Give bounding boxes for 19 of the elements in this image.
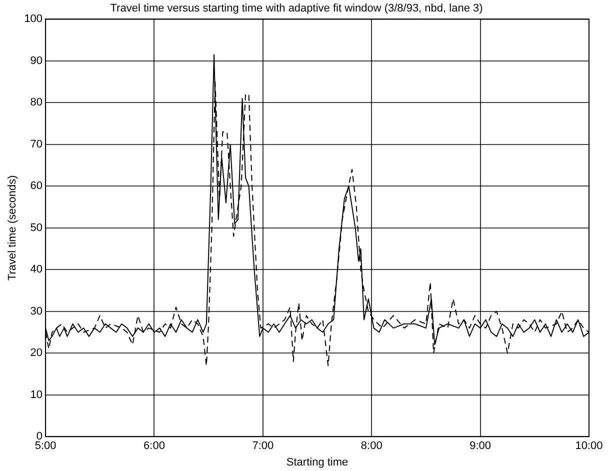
x-tick-label: 5:00 bbox=[34, 440, 56, 452]
x-axis-title: Starting time bbox=[286, 456, 348, 468]
y-tick-label: 100 bbox=[24, 13, 43, 26]
y-tick-label: 90 bbox=[30, 54, 43, 67]
y-tick-label: 80 bbox=[30, 96, 43, 109]
y-axis-title: Travel time (seconds) bbox=[6, 175, 19, 281]
y-tick-label: 70 bbox=[30, 138, 43, 150]
x-tick-label: 7:00 bbox=[252, 440, 274, 452]
chart-title: Travel time versus starting time with adaptive fit window (3/8/93, nbd, lane 3) bbox=[110, 2, 483, 15]
y-tick-label: 30 bbox=[30, 305, 43, 318]
y-tick-label: 20 bbox=[30, 347, 43, 360]
y-tick-label: 40 bbox=[30, 264, 43, 276]
x-tick-label: 8:00 bbox=[360, 440, 382, 452]
x-tick-label: 9:00 bbox=[470, 440, 492, 452]
x-tick-label: 10:00 bbox=[575, 440, 603, 452]
y-tick-label: 10 bbox=[30, 388, 43, 401]
y-tick-label: 50 bbox=[30, 222, 43, 234]
y-tick-label: 60 bbox=[30, 180, 43, 192]
x-tick-label: 6:00 bbox=[144, 440, 165, 452]
